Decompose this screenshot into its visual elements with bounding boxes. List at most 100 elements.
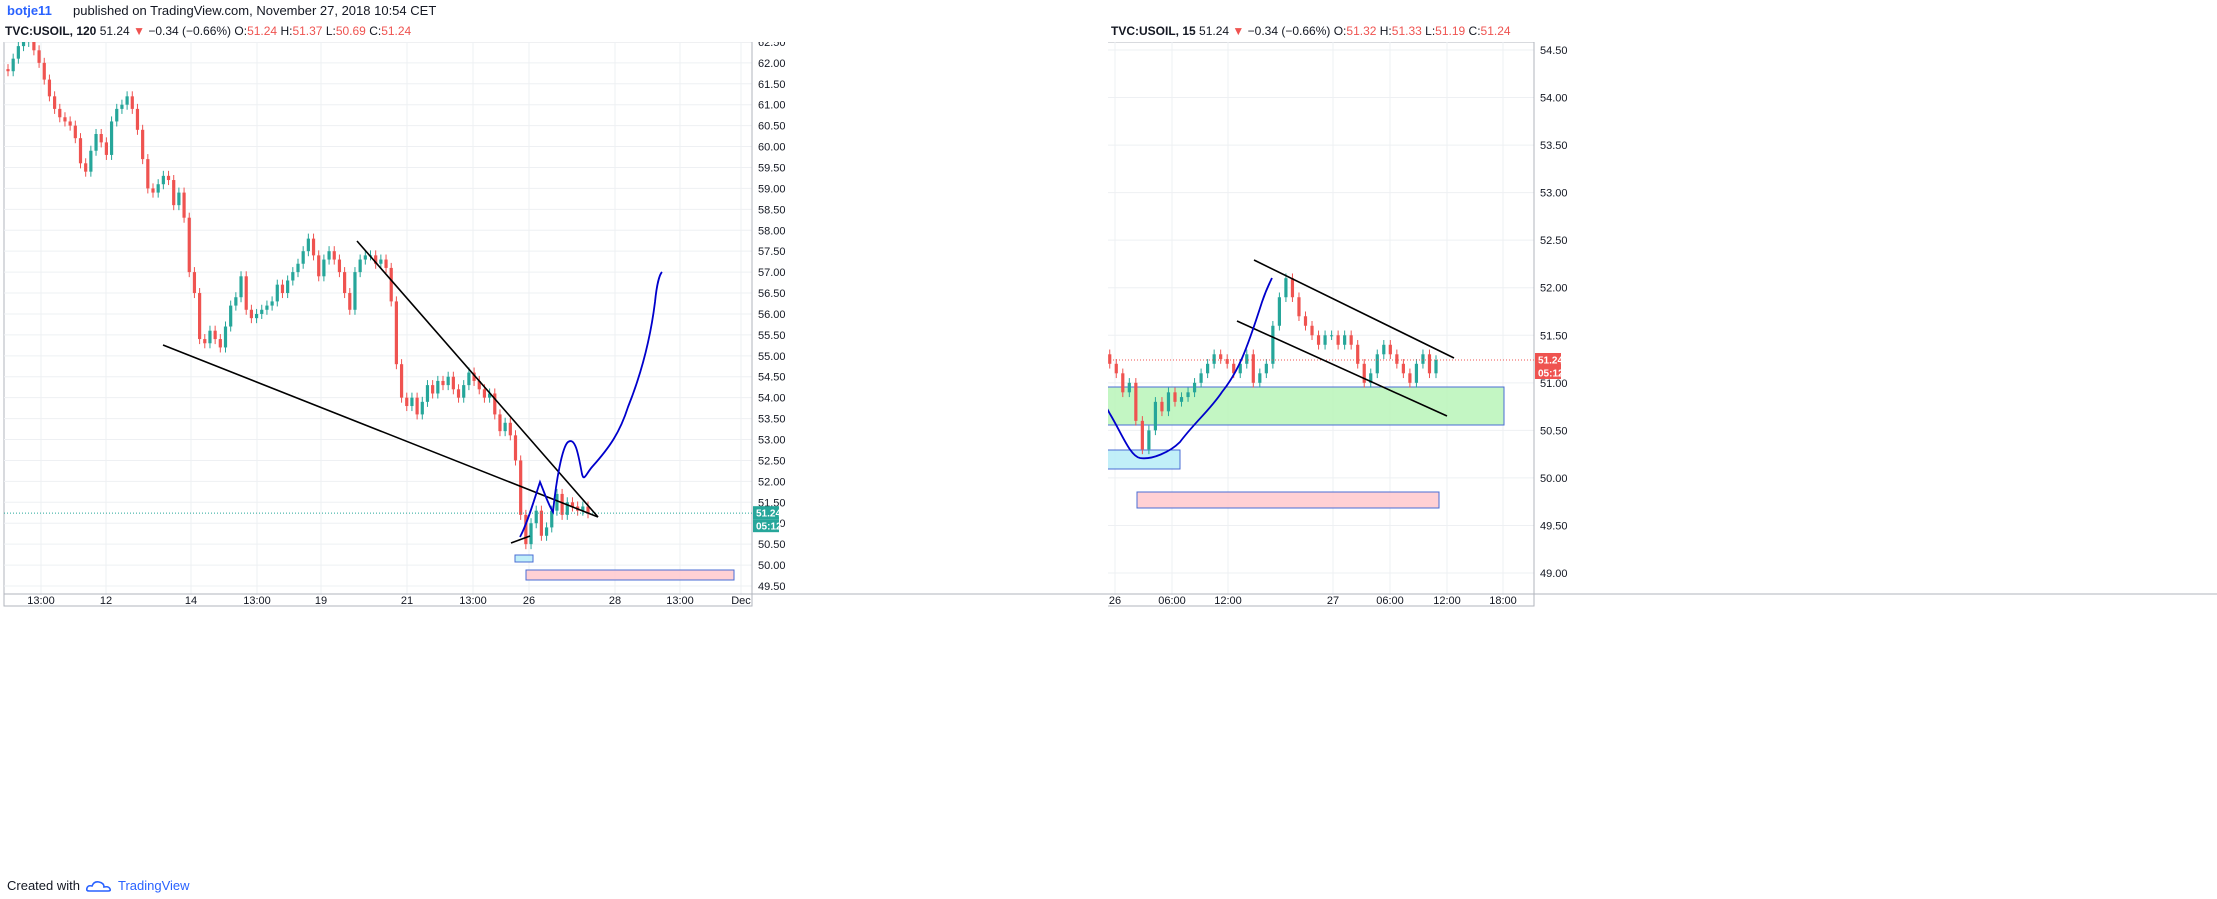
candle-body [208, 330, 212, 344]
x-tick-label: 06:00 [1376, 595, 1404, 607]
created-with-label: Created with [7, 878, 80, 893]
y-tick-label: 54.50 [1540, 45, 1568, 57]
x-tick-label: 12 [100, 595, 112, 607]
y-tick-label: 55.00 [758, 351, 786, 363]
candle-body [1147, 430, 1151, 450]
candle-body [218, 339, 222, 348]
legend-last: 51.24 [1199, 24, 1230, 38]
projection-path[interactable] [1108, 277, 1273, 460]
chart-pane-right[interactable]: 54.50 54.00 53.50 53.00 52.50 52.00 51.50 51.00… [1108, 42, 2217, 866]
candle-body [550, 510, 554, 528]
trend-line[interactable] [1236, 320, 1448, 417]
countdown-badge-bg [753, 519, 779, 533]
candle-body [291, 272, 295, 281]
candle-body [161, 175, 165, 185]
candle-body [249, 309, 253, 319]
y-tick-label: 61.50 [758, 79, 786, 91]
tradingview-brand-link[interactable]: TradingView [118, 878, 190, 893]
candle-body [1349, 335, 1353, 345]
candle-body [565, 502, 569, 515]
chart-pane-left[interactable]: 63.0062.5062.0061.5061.0060.5060.0059.50… [0, 42, 1108, 866]
countdown-badge-bg [1535, 365, 1561, 379]
candle-body [1382, 344, 1386, 355]
legend-high-label: H: [1379, 24, 1392, 38]
candle-body [125, 96, 129, 105]
x-tick-label: 21 [401, 595, 413, 607]
legend-last: 51.24 [99, 24, 130, 38]
price-badge-bg [753, 506, 779, 520]
x-tick-label: 13:00 [243, 595, 271, 607]
legend-open: 51.32 [1346, 24, 1377, 38]
candle-body [1421, 354, 1425, 364]
pink-zone[interactable] [1136, 491, 1440, 509]
candle-body [1121, 373, 1125, 393]
candle-body [451, 376, 455, 390]
candle-body [560, 493, 564, 515]
blue-zone[interactable] [1108, 449, 1181, 470]
candle-body [1388, 344, 1392, 355]
candle-body [343, 272, 347, 294]
y-tick-label: 49.50 [1540, 520, 1568, 532]
candle-body [1329, 335, 1334, 337]
y-tick-label: 54.50 [758, 372, 786, 384]
y-tick-label: 50.00 [758, 560, 786, 572]
candle-body [94, 134, 98, 151]
candle-body [1375, 354, 1379, 374]
candle-body [78, 138, 83, 164]
blue-zone[interactable] [514, 554, 534, 563]
candle-body [482, 389, 487, 398]
publish-header: botje11 published on TradingView.com, No… [0, 0, 2217, 20]
candle-body [513, 435, 518, 461]
down-triangle-icon: ▼ [133, 24, 145, 38]
author-username[interactable]: botje11 [7, 3, 52, 18]
candle-body [1166, 392, 1171, 412]
y-tick-label: 50.50 [758, 539, 786, 551]
candle-body [1343, 335, 1347, 345]
plot-frame [3, 42, 753, 607]
candle-body [58, 108, 62, 118]
candle-body [1401, 363, 1405, 374]
candle-body [47, 79, 52, 97]
candle-body [1108, 354, 1112, 364]
candle-body [379, 259, 383, 264]
candle-body [1219, 354, 1223, 360]
candle-body [1153, 401, 1158, 431]
trend-line[interactable] [162, 344, 599, 518]
legend-low-label: L: [325, 24, 336, 38]
candle-body [1251, 354, 1255, 383]
x-tick-label: 26 [523, 595, 535, 607]
candle-body [524, 514, 528, 545]
y-tick-label: 52.00 [758, 476, 786, 488]
candle-body [1362, 363, 1366, 383]
candle-body [493, 393, 497, 415]
candle-body [1264, 363, 1268, 374]
candle-body [420, 401, 424, 415]
candle-body [534, 510, 538, 524]
candle-body [275, 284, 279, 302]
candle-body [1238, 363, 1242, 374]
candle-body [1232, 363, 1236, 374]
y-tick-label: 53.50 [1540, 140, 1568, 152]
candle-body [1316, 335, 1321, 345]
footer-bar: Created with TradingView [0, 872, 2217, 899]
candle-body [146, 159, 150, 189]
candle-body [317, 255, 321, 277]
pink-zone[interactable] [525, 569, 735, 581]
candle-body [529, 523, 533, 545]
candle-body [1395, 354, 1399, 364]
candle-body [358, 259, 362, 273]
projection-path[interactable] [519, 271, 663, 538]
candle-body [301, 251, 305, 264]
candle-body [1192, 382, 1197, 393]
candle-body [1245, 354, 1249, 364]
trend-line[interactable] [510, 535, 531, 544]
y-tick-label: 50.50 [1540, 425, 1568, 437]
candle-body [384, 259, 388, 268]
candle-body [472, 372, 476, 381]
y-tick-label: 59.50 [758, 162, 786, 174]
candle-body [436, 380, 440, 394]
trend-line[interactable] [1253, 259, 1455, 359]
candle-body [203, 339, 207, 344]
candle-body [11, 58, 15, 72]
candle-body [177, 192, 181, 206]
